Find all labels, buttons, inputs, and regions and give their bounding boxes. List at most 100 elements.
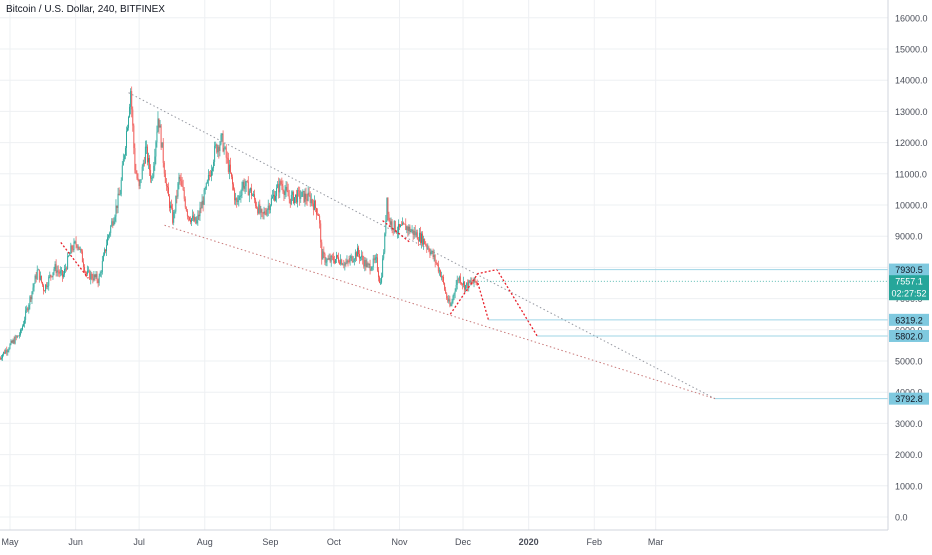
candle-body [199,207,201,217]
candle-body [150,170,152,179]
candle-body [129,106,131,117]
candle-body [137,178,139,180]
candle-body [304,193,306,202]
candle-body [189,216,190,221]
candle-body [265,213,267,215]
level-label: 7930.5 [895,265,923,275]
candle-body [327,259,329,261]
x-tick-label: May [1,537,19,547]
candle-body [454,291,456,294]
candle-body [285,186,287,191]
candle-body [187,216,189,218]
candle-body [463,281,464,285]
candle-body [100,272,102,273]
candle-body [271,196,273,199]
candle-body [6,350,8,353]
candle-body [27,308,29,311]
candle-body [127,127,128,131]
candle-body [427,247,429,249]
candle-body [410,230,412,233]
candle-body [26,308,28,311]
y-tick-label: 0.0 [895,513,908,523]
candle-body [437,264,439,272]
candle-body [184,198,186,208]
candle-body [264,211,266,214]
candle-body [337,255,338,258]
candle-body [472,282,474,284]
candle-body [78,246,80,250]
candle-body [237,200,239,202]
candle-body [234,189,236,201]
candle-body [330,255,332,262]
candle-body [302,190,304,192]
candle-body [232,176,233,185]
candle-body [64,269,65,275]
level-label-bg [889,392,929,405]
candle-body [401,225,403,227]
current-price-label-bg [889,275,929,301]
candle-body [423,238,425,245]
candle-body [389,220,391,225]
candle-body [257,208,259,214]
candle-body [173,212,175,223]
candle-body [114,216,116,222]
candle-body [451,301,453,305]
candle-body [215,144,217,147]
candle-body [301,191,303,197]
candle-body [406,226,408,231]
candle-body [82,262,84,268]
candle-body [222,133,224,152]
candle-body [315,200,316,209]
candle-body [49,274,51,277]
chart-title: Bitcoin / U.S. Dollar, 240, BITFINEX [6,4,165,15]
candle-body [452,295,454,302]
candle-body [218,146,220,151]
y-tick-label: 12000.0 [895,138,928,148]
candle-body [366,263,368,268]
candle-body [413,230,415,235]
candle-body [240,195,242,197]
candle-body [9,344,11,349]
candle-body [29,296,31,306]
candle-body [195,217,197,224]
candle-body [226,157,228,159]
candle-body [204,188,206,190]
candle-body [289,198,291,204]
candle-body [50,274,52,277]
x-tick-label: Jul [133,537,145,547]
candle-body [426,244,428,248]
candle-body [51,276,53,277]
candle-body [37,269,39,271]
candle-body [84,267,85,272]
candle-body [433,255,435,257]
candle-body [73,241,75,251]
candle-body [267,205,269,210]
candle-body [93,274,95,281]
candle-body [343,264,345,266]
candle-body [8,348,10,351]
candle-body [328,257,330,260]
candle-body [467,282,469,289]
candle-body [408,226,410,231]
candle-body [171,205,173,209]
candle-body [253,194,254,196]
candle-body [163,162,165,174]
candle-body [170,205,172,209]
candle-body [190,220,191,223]
candle-body [432,251,434,257]
candle-body [121,165,123,180]
candle-body [344,262,346,266]
candle-body [307,192,309,201]
candle-body [200,207,202,209]
drawing-layer[interactable] [60,92,888,400]
candle-body [444,282,446,290]
candle-body [5,350,7,354]
candle-body [65,268,67,270]
x-tick-label: Dec [455,537,472,547]
candle-body [336,255,337,260]
candle-body [312,203,314,210]
candle-body [174,211,176,213]
candle-body [453,293,455,296]
